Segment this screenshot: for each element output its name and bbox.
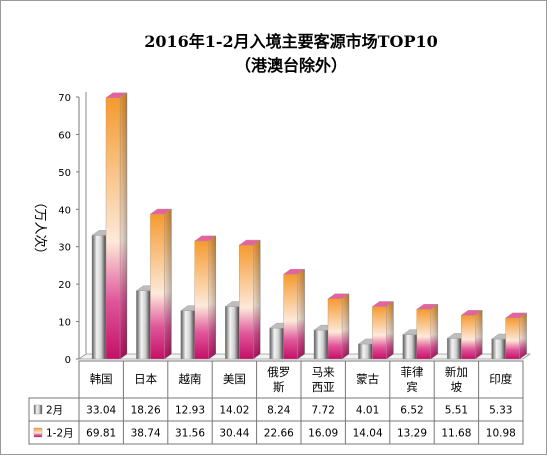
data-table-cell: 8.24 (267, 405, 291, 417)
bar-jan-feb (105, 92, 128, 360)
bar-jan-feb (371, 301, 395, 360)
y-tick-label: 60 (58, 130, 71, 141)
y-tick-label: 10 (58, 318, 71, 329)
y-tick-label: 0 (65, 355, 71, 366)
data-table-cell: 30.44 (219, 428, 249, 440)
data-table-cell: 12.93 (175, 405, 205, 417)
data-table-cell: 11.68 (441, 428, 471, 440)
y-tick-label: 20 (58, 280, 71, 291)
legend-key (33, 427, 43, 438)
data-table-cell: 38.74 (131, 428, 161, 440)
category-label: 新加 (445, 365, 468, 379)
legend-series-name: 1-2月 (46, 428, 74, 440)
legend-key (33, 404, 43, 415)
y-tick-label: 50 (58, 168, 71, 179)
bar-jan-feb (416, 303, 439, 360)
data-table-cell: 5.33 (489, 405, 512, 417)
category-label: 西亚 (312, 380, 335, 394)
data-table-cell: 33.04 (86, 405, 116, 417)
category-label: 坡 (451, 380, 463, 394)
data-table-cell: 13.29 (397, 428, 427, 440)
chart-title: 2016年1-2月入境主要客源市场TOP10 (144, 32, 438, 51)
bar-jan-feb (327, 293, 350, 360)
data-table-cell: 6.52 (400, 405, 423, 417)
category-label: 蒙古 (356, 372, 379, 386)
y-tick-label: 30 (58, 243, 71, 254)
data-table-cell: 22.66 (264, 428, 294, 440)
y-axis-title: （万人次） (32, 195, 48, 260)
category-label: 斯 (273, 380, 285, 394)
data-table-cell: 31.56 (175, 428, 205, 440)
category-label: 宾 (406, 380, 418, 394)
data-table-cell: 4.01 (356, 405, 379, 417)
legend-series-name: 2月 (46, 405, 63, 417)
category-label: 马来 (312, 365, 335, 379)
data-table-cell: 7.72 (312, 405, 335, 417)
bar-jan-feb (149, 208, 173, 360)
chart-subtitle: （港澳台除外） (235, 56, 347, 75)
y-axis-ticks: 0 10 20 30 40 50 60 70 (58, 93, 79, 366)
bar-jan-feb (282, 268, 306, 360)
data-table-cell: 14.04 (353, 428, 383, 440)
bar-jan-feb (238, 239, 261, 360)
y-axis-label: （万人次） (32, 195, 48, 260)
bar-jan-feb (194, 235, 217, 360)
y-tick-label: 40 (58, 205, 71, 216)
category-label: 韩国 (90, 372, 113, 386)
data-table-cell: 5.51 (445, 405, 468, 417)
y-tick-label: 70 (58, 93, 71, 104)
bar-jan-feb (460, 309, 483, 360)
chart-bars (91, 92, 528, 360)
data-table-cell: 69.81 (86, 428, 116, 440)
bar-jan-feb (504, 312, 528, 360)
category-label: 美国 (223, 372, 246, 386)
category-label: 俄罗 (267, 365, 290, 379)
category-label: 越南 (179, 372, 202, 386)
data-table-cell: 10.98 (486, 428, 516, 440)
data-table-cell: 14.02 (219, 405, 249, 417)
data-table-cell: 18.26 (131, 405, 161, 417)
category-label: 日本 (134, 372, 157, 386)
category-label: 印度 (489, 372, 512, 386)
category-label: 菲律 (401, 365, 424, 379)
data-table-cell: 16.09 (308, 428, 338, 440)
